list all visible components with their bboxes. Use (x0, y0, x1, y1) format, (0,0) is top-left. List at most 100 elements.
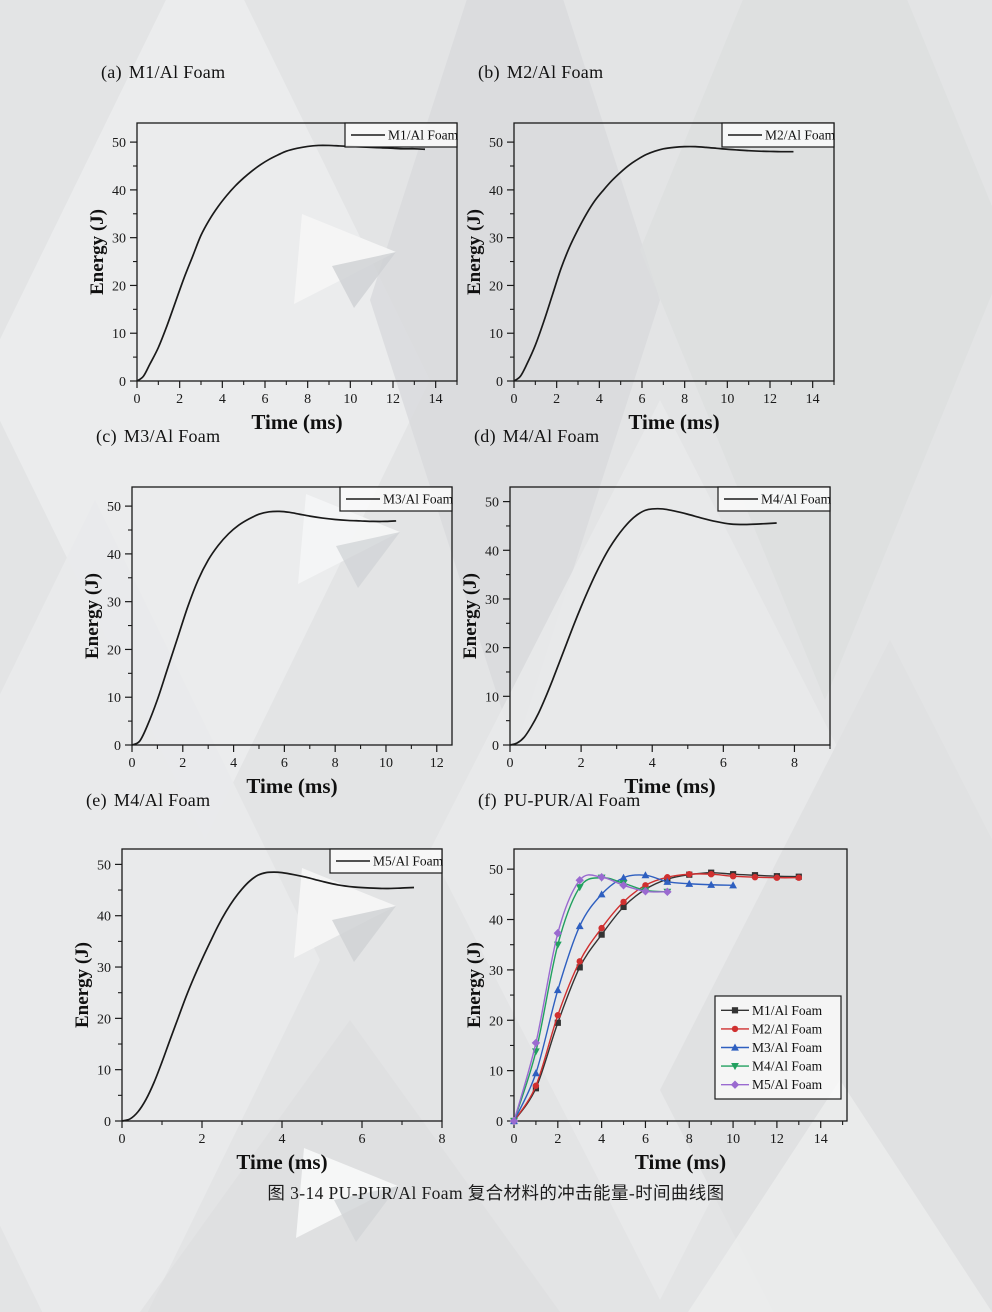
svg-text:50: 50 (107, 500, 121, 515)
panel-title-text: M2/Al Foam (506, 62, 604, 82)
svg-text:0: 0 (511, 1132, 518, 1147)
svg-text:14: 14 (806, 392, 820, 407)
svg-text:50: 50 (489, 136, 503, 151)
svg-text:M3/Al Foam: M3/Al Foam (752, 1040, 823, 1055)
svg-text:M2/Al Foam: M2/Al Foam (765, 128, 836, 143)
svg-text:6: 6 (642, 1132, 649, 1147)
svg-text:0: 0 (134, 392, 141, 407)
svg-text:12: 12 (386, 392, 400, 407)
chart-d-canvas: 0 2 4 6 8 0 10 20 30 40 50 Time (ms) Energy (J) M4/Al… (460, 486, 832, 798)
chart-a-canvas: 0 2 4 6 8 10 12 14 0 10 20 30 40 50 Time (ms) Energy (J… (87, 122, 459, 434)
svg-text:M2/Al Foam: M2/Al Foam (752, 1021, 823, 1036)
svg-text:40: 40 (107, 548, 121, 563)
svg-text:0: 0 (511, 392, 518, 407)
chart-f-canvas: 0 2 4 6 8 10 12 14 0 10 20 30 40 50 Time (ms) Energy (J… (464, 848, 848, 1174)
svg-text:50: 50 (112, 136, 126, 151)
figure-caption: 图 3-14 PU-PUR/Al Foam 复合材料的冲击能量-时间曲线图 (267, 1183, 725, 1203)
panel-label: (d) (474, 426, 496, 446)
background-diamond (660, 640, 992, 1312)
svg-text:20: 20 (107, 643, 121, 658)
svg-text:Energy (J): Energy (J) (464, 942, 485, 1028)
panel-label: (c) (96, 426, 117, 446)
svg-text:4: 4 (219, 392, 226, 407)
svg-text:2: 2 (176, 392, 183, 407)
svg-text:Time (ms): Time (ms) (251, 410, 342, 434)
svg-text:8: 8 (304, 392, 311, 407)
svg-text:Energy (J): Energy (J) (82, 573, 103, 659)
svg-text:8: 8 (791, 756, 798, 771)
svg-text:8: 8 (439, 1132, 446, 1147)
svg-text:10: 10 (726, 1132, 740, 1147)
svg-text:M3/Al Foam: M3/Al Foam (383, 492, 454, 507)
background-diamond (640, 0, 992, 700)
panel-title-text: M4/Al Foam (502, 426, 600, 446)
svg-text:0: 0 (492, 739, 499, 754)
svg-text:M4/Al Foam: M4/Al Foam (752, 1059, 823, 1074)
panel-title-text: M1/Al Foam (128, 62, 226, 82)
svg-text:0: 0 (119, 375, 126, 390)
svg-text:Energy (J): Energy (J) (460, 573, 481, 659)
svg-text:40: 40 (485, 544, 499, 559)
svg-text:M1/Al Foam: M1/Al Foam (752, 1003, 823, 1018)
svg-text:14: 14 (429, 392, 443, 407)
svg-text:6: 6 (262, 392, 269, 407)
svg-text:M1/Al Foam: M1/Al Foam (388, 128, 459, 143)
panel-title-text: M3/Al Foam (123, 426, 221, 446)
svg-text:10: 10 (112, 327, 126, 342)
svg-text:12: 12 (770, 1132, 784, 1147)
background-diamond (370, 0, 660, 750)
svg-text:0: 0 (119, 1132, 126, 1147)
svg-text:10: 10 (107, 691, 121, 706)
subplot-a: (a) M1/Al Foam 0 2 4 6 8 10 12 14 0 10 20 30 40 50 Time… (85, 58, 465, 441)
svg-text:40: 40 (112, 184, 126, 199)
subplot-e: (e) M4/Al Foam 0 2 4 6 8 0 10 20 30 40 50 Time (ms) E… (70, 786, 455, 1184)
chart-b-canvas: 0 2 4 6 8 10 12 14 0 10 20 30 40 50 Time (ms) Energy (J… (464, 122, 836, 434)
panel-label: (a) (101, 62, 122, 82)
background-diamond (0, 500, 320, 1312)
svg-text:Time (ms): Time (ms) (624, 774, 715, 798)
svg-text:Time (ms): Time (ms) (236, 1150, 327, 1174)
svg-text:10: 10 (720, 392, 734, 407)
panel-label: (f) (478, 790, 497, 810)
subplot-d: (d) M4/Al Foam 0 2 4 6 8 0 10 20 30 40 50 Time (ms) E… (458, 422, 838, 805)
svg-text:40: 40 (489, 184, 503, 199)
svg-text:2: 2 (199, 1132, 206, 1147)
svg-text:4: 4 (596, 392, 603, 407)
svg-text:30: 30 (485, 593, 499, 608)
chart-e-canvas: 0 2 4 6 8 0 10 20 30 40 50 Time (ms) Energy (J) M5/Al… (72, 848, 446, 1174)
svg-text:Time (ms): Time (ms) (246, 774, 337, 798)
svg-text:10: 10 (343, 392, 357, 407)
subplot-f-title: (f) PU-PUR/Al Foam (478, 790, 641, 811)
svg-text:10: 10 (379, 756, 393, 771)
svg-text:6: 6 (639, 392, 646, 407)
svg-text:20: 20 (112, 279, 126, 294)
svg-text:8: 8 (681, 392, 688, 407)
svg-text:0: 0 (104, 1115, 111, 1130)
svg-text:M4/Al Foam: M4/Al Foam (761, 492, 832, 507)
background-arrow-motif (294, 214, 396, 308)
subplot-a-title: (a) M1/Al Foam (101, 62, 225, 83)
svg-text:M5/Al Foam: M5/Al Foam (373, 854, 444, 869)
subplot-b: (b) M2/Al Foam 0 2 4 6 8 10 12 14 0 10 20 30 40 50 Time… (462, 58, 842, 441)
svg-text:2: 2 (554, 1132, 561, 1147)
background-arrow-motif (298, 494, 400, 588)
svg-text:4: 4 (230, 756, 237, 771)
svg-text:10: 10 (97, 1064, 111, 1079)
svg-text:30: 30 (107, 596, 121, 611)
svg-text:50: 50 (485, 496, 499, 511)
svg-text:20: 20 (489, 1014, 503, 1029)
svg-text:12: 12 (763, 392, 777, 407)
svg-text:Energy (J): Energy (J) (464, 209, 485, 295)
svg-text:Energy (J): Energy (J) (87, 209, 108, 295)
svg-text:Time (ms): Time (ms) (635, 1150, 726, 1174)
svg-text:0: 0 (507, 756, 514, 771)
subplot-c-title: (c) M3/Al Foam (96, 426, 220, 447)
svg-text:Energy (J): Energy (J) (72, 942, 93, 1028)
background-triangle (140, 1020, 560, 1312)
panel-title-text: PU-PUR/Al Foam (503, 790, 641, 810)
svg-text:0: 0 (129, 756, 136, 771)
svg-text:M5/Al Foam: M5/Al Foam (752, 1077, 823, 1092)
svg-text:8: 8 (686, 1132, 693, 1147)
svg-text:4: 4 (598, 1132, 605, 1147)
